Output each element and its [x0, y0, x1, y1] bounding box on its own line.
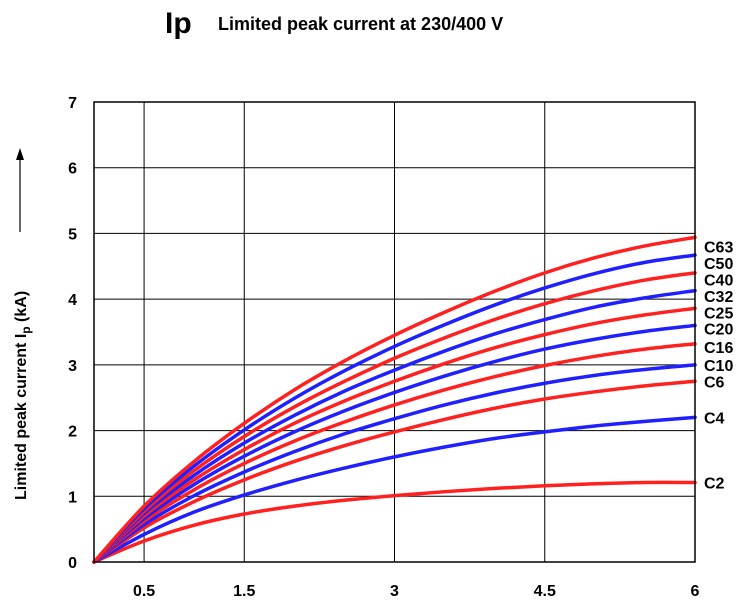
- series-label-c6: C6: [704, 374, 725, 391]
- y-tick-label: 4: [68, 292, 77, 309]
- y-tick-label: 6: [68, 161, 77, 178]
- x-tick-labels: 0.5 1.5 3 4.5 6: [133, 583, 700, 600]
- series-label-c16: C16: [704, 340, 733, 357]
- y-tick-label: 1: [68, 489, 77, 506]
- series-label-c25: C25: [704, 305, 733, 322]
- series-label-c20: C20: [704, 322, 733, 339]
- series-label-c32: C32: [704, 289, 733, 306]
- y-tick-label: 7: [68, 95, 77, 112]
- y-tick-label: 2: [68, 424, 77, 441]
- series-label-c10: C10: [704, 358, 733, 375]
- y-axis-label-subscript: p: [19, 326, 33, 333]
- x-tick-label: 4.5: [534, 583, 556, 600]
- y-axis-arrowhead: [16, 148, 24, 160]
- y-axis-label-suffix: (kA): [13, 291, 30, 327]
- series-label-c50: C50: [704, 256, 733, 273]
- y-axis-label-prefix: Limited peak current I: [13, 334, 30, 500]
- y-tick-labels: 0 1 2 3 4 5 6 7: [68, 95, 77, 572]
- y-tick-label: 0: [68, 555, 77, 572]
- x-tick-label: 3: [390, 583, 399, 600]
- chart-title: Ip: [165, 7, 192, 40]
- x-tick-label: 1.5: [233, 583, 255, 600]
- y-tick-label: 5: [68, 226, 77, 243]
- grid: [94, 102, 695, 562]
- series-label-c2: C2: [704, 475, 725, 492]
- y-axis-label: Limited peak current Ip (kA): [13, 291, 33, 500]
- series-label-c40: C40: [704, 272, 733, 289]
- series-label-c4: C4: [704, 410, 725, 427]
- x-tick-label: 6: [691, 583, 700, 600]
- y-tick-label: 3: [68, 358, 77, 375]
- y-axis-label-group: Limited peak current Ip (kA): [13, 148, 33, 500]
- x-tick-label: 0.5: [133, 583, 155, 600]
- chart-subtitle: Limited peak current at 230/400 V: [218, 14, 503, 34]
- series-label-c63: C63: [704, 240, 733, 257]
